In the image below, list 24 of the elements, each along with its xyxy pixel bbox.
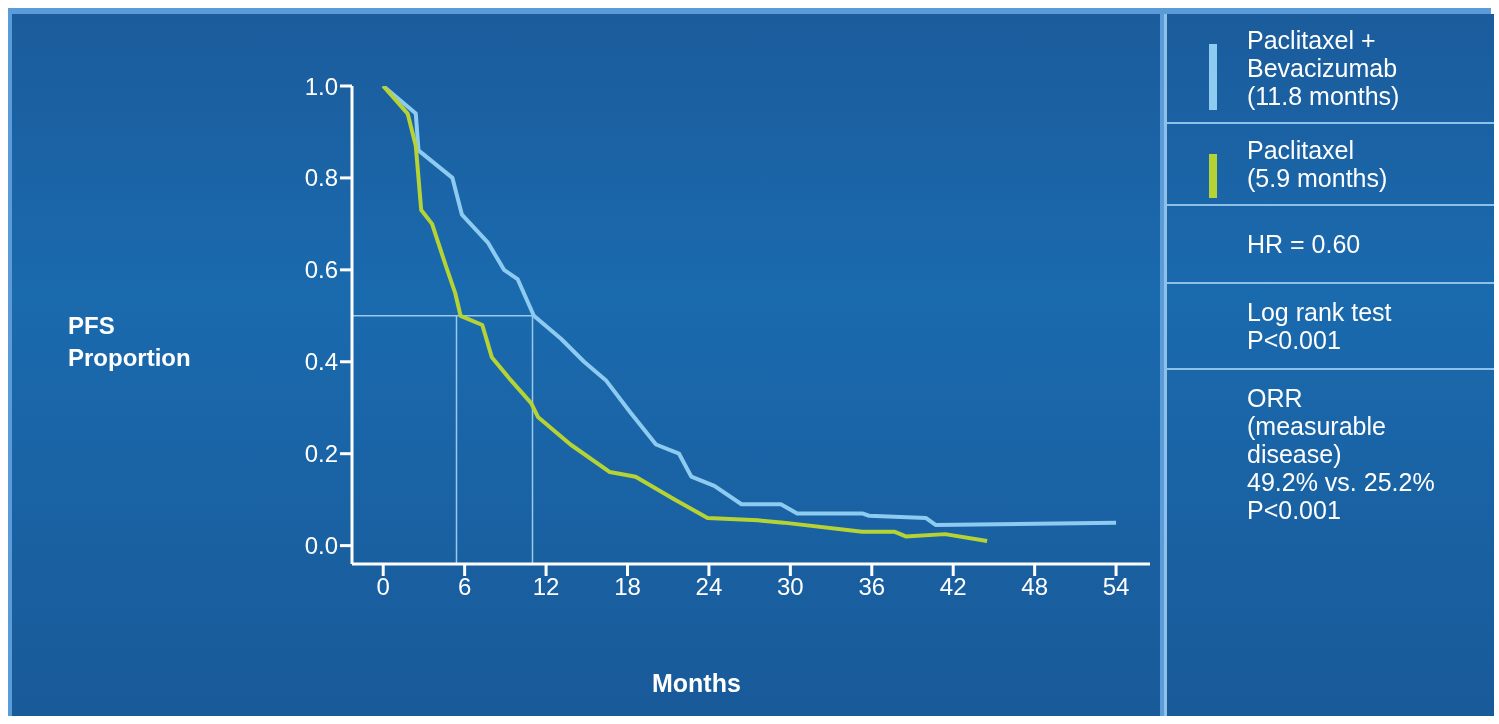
y-tick-label: 0.8	[304, 164, 338, 192]
text: Log rank test P<0.001	[1167, 284, 1494, 370]
legend-label: Paclitaxel (5.9 months)	[1247, 136, 1388, 192]
text: ORR (measurable disease) 49.2% vs. 25.2% P<0.001	[1246, 383, 1436, 526]
y-tick-label: 0.2	[304, 440, 338, 468]
y-axis-title: PFS Proportion	[68, 311, 191, 373]
y-tick-label: 1.0	[304, 72, 338, 100]
y-tick-label: 0.4	[304, 348, 338, 376]
x-tick-label: 54	[1102, 573, 1130, 601]
x-axis-title: Months	[652, 669, 741, 698]
line-series	[381, 86, 990, 544]
x-tick-label: 12	[532, 573, 560, 601]
text: HR = 0.60	[1167, 206, 1494, 284]
x-tick-label: 42	[939, 573, 967, 601]
x-tick-label: 36	[858, 573, 886, 601]
x-tick-label: 24	[695, 573, 723, 601]
x-tick-label: 6	[457, 573, 472, 601]
y-tick-label: 0.0	[304, 532, 338, 560]
x-tick-label: 48	[1021, 573, 1048, 601]
x-tick-label: 18	[614, 573, 641, 601]
x-tick-label: 30	[777, 573, 804, 601]
y-tick-label: 0.6	[304, 256, 338, 284]
text: Paclitaxel + Bevacizumab (11.8 months)	[1247, 26, 1400, 110]
x-tick-label: 0	[376, 573, 390, 601]
